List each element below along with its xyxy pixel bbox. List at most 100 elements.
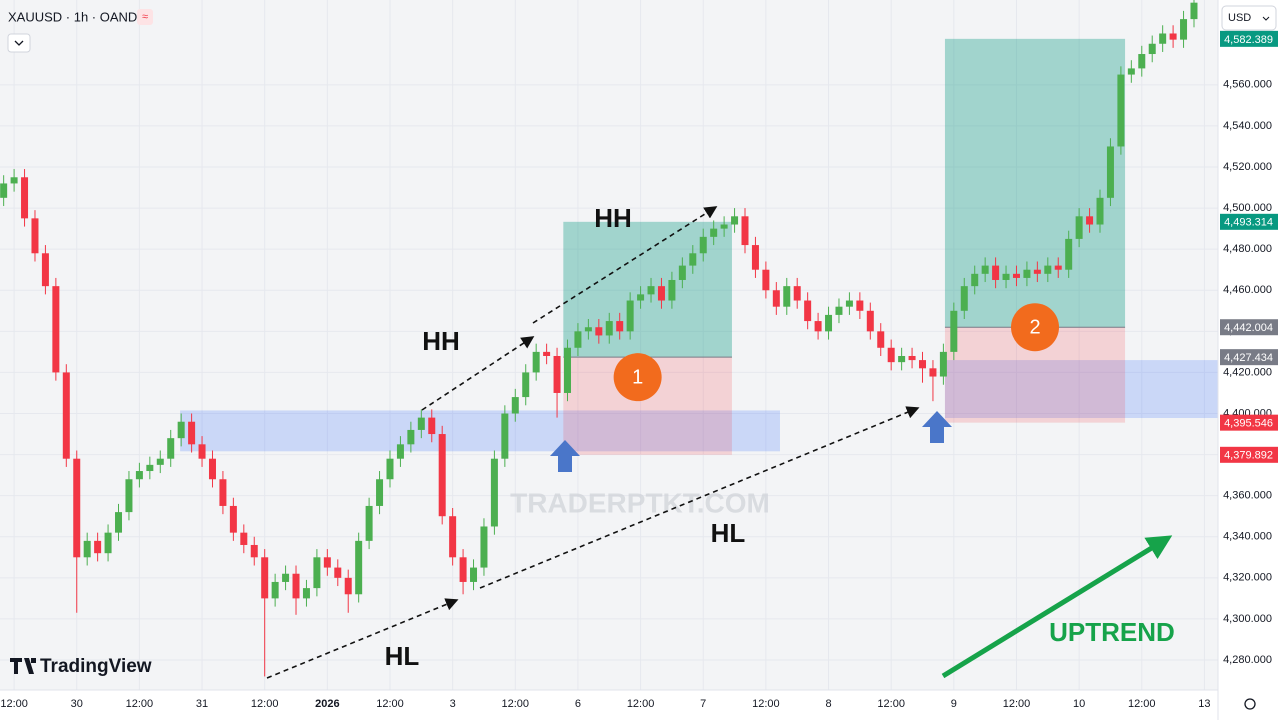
candle-body [1180, 19, 1188, 40]
x-tick-label: 12:00 [877, 698, 905, 710]
candle-body [501, 413, 509, 459]
candle-body [52, 286, 60, 373]
candle-body [250, 544, 258, 558]
candle-body [1075, 216, 1083, 239]
candle-body [292, 573, 300, 599]
candle-body [125, 479, 133, 513]
candle-body [605, 321, 613, 336]
x-tick-label: 12:00 [502, 698, 530, 710]
y-tick-label: 4,520.000 [1223, 161, 1272, 173]
candle-body [146, 464, 154, 472]
candle-body [856, 300, 864, 311]
candle-body [1002, 273, 1010, 280]
candle-body [208, 458, 216, 480]
currency: USD [1228, 12, 1251, 24]
candle-body [31, 218, 39, 254]
candle-body [678, 265, 686, 280]
candle-body [532, 351, 540, 373]
candle-body [1086, 216, 1094, 225]
candle-body [0, 183, 8, 198]
candle-body [261, 557, 269, 599]
candle-body [376, 479, 384, 506]
entry-arrow [550, 440, 580, 472]
x-tick-label: 12:00 [126, 698, 154, 710]
price-tag [1220, 30, 1278, 47]
x-tick-label: 12:00 [1003, 698, 1031, 710]
annotation: HL [711, 518, 746, 548]
x-tick-label: 12:00 [627, 698, 655, 710]
price-tag [1220, 213, 1278, 230]
candle-body [334, 567, 342, 578]
status-icon-glyph: ≈ [142, 11, 148, 23]
price-tag-label: 4,427.434 [1224, 352, 1273, 364]
candle-body [751, 245, 759, 270]
y-tick-label: 4,300.000 [1223, 613, 1272, 625]
candle-body [950, 310, 958, 352]
candle-body [1117, 74, 1125, 147]
price-tag-label: 4,493.314 [1224, 217, 1273, 229]
candle-body [167, 438, 175, 459]
x-tick-label: 12:00 [251, 698, 279, 710]
candle-body [637, 294, 645, 301]
candle-body [428, 417, 436, 435]
candle-body [449, 516, 457, 558]
candle-body [845, 300, 853, 307]
trend-arrow [532, 206, 718, 324]
position-badge [1011, 303, 1060, 352]
candle-body [929, 368, 937, 377]
collapse-button[interactable] [7, 33, 31, 53]
x-tick-label: 10 [1073, 698, 1085, 710]
support-zone [944, 360, 1218, 419]
y-tick-label: 4,560.000 [1223, 79, 1272, 91]
candle-body [908, 355, 916, 361]
candle-body [762, 269, 770, 291]
price-tag-label: 4,582.389 [1224, 34, 1273, 46]
x-tick-label: 3 [450, 698, 456, 710]
candle-body [626, 300, 634, 332]
candle-body [115, 512, 123, 533]
candle-body [866, 310, 874, 332]
x-tick-label: 12:00 [0, 698, 28, 710]
candle-body [563, 347, 571, 393]
candle-body [793, 286, 801, 301]
candle-body [689, 253, 697, 266]
candle-body [543, 351, 551, 356]
currency-button[interactable] [1221, 5, 1277, 31]
candle-body [887, 347, 895, 363]
annotation: HH [594, 203, 632, 233]
candle-body [1023, 269, 1031, 278]
candle-body [156, 458, 164, 465]
x-tick-label: 12:00 [752, 698, 780, 710]
candle-body [355, 540, 363, 595]
candle-body [511, 397, 519, 414]
candle-body [417, 417, 425, 430]
candle-body [240, 532, 248, 545]
candle-body [1012, 273, 1020, 278]
candle-body [41, 253, 49, 287]
y-tick-label: 4,280.000 [1223, 654, 1272, 666]
x-tick-label: 30 [71, 698, 83, 710]
trend-label: UPTREND [1049, 617, 1175, 647]
candle-body [1033, 269, 1041, 274]
candle-body [825, 314, 833, 332]
candle-body [386, 458, 394, 480]
candle-body [710, 228, 718, 237]
candle-body [919, 360, 927, 369]
entry-arrow [922, 411, 952, 443]
y-tick-label: 4,320.000 [1223, 572, 1272, 584]
price-tag-label: 4,379.892 [1224, 450, 1273, 462]
settings-icon[interactable] [1244, 698, 1256, 710]
candle-body [459, 557, 467, 582]
x-tick-label: 6 [575, 698, 581, 710]
candle-body [783, 286, 791, 307]
trend-arrow [421, 336, 535, 411]
candle-body [772, 290, 780, 307]
candle-body [21, 177, 29, 219]
candle-body [877, 331, 885, 348]
candle-body [490, 458, 498, 527]
candle-body [323, 557, 331, 568]
y-tick-label: 4,340.000 [1223, 531, 1272, 543]
candle-body [480, 526, 488, 568]
candle-body [731, 216, 739, 225]
